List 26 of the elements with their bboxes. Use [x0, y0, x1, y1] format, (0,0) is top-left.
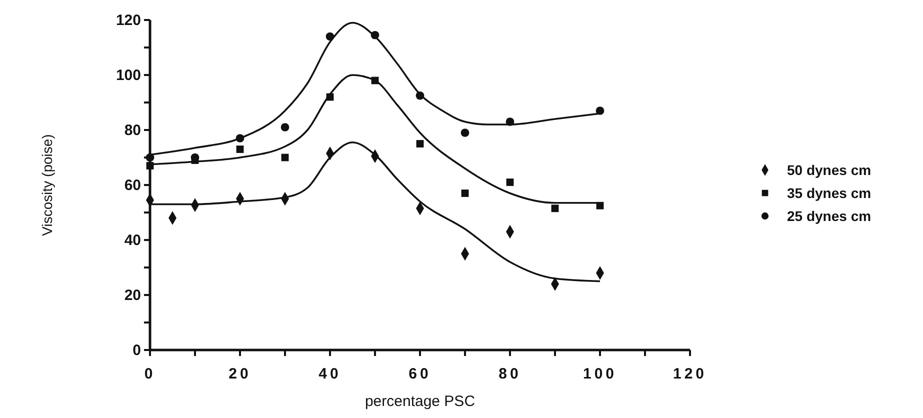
y-tick-label: 20 — [124, 286, 141, 304]
y-tick-label: 0 — [132, 342, 141, 359]
y-tick-label: 120 — [116, 12, 141, 29]
y-tick-label: 80 — [124, 122, 141, 139]
legend-label: 25 dynes cm — [787, 208, 872, 224]
x-tick-label: 80 — [498, 366, 522, 382]
legend-label: 50 dynes cm — [787, 162, 872, 178]
x-tick-label: 100 — [582, 366, 618, 382]
point — [461, 190, 469, 197]
x-tick-label: 60 — [408, 366, 432, 382]
x-tick-label: 0 — [144, 366, 156, 382]
point — [506, 178, 514, 186]
point — [460, 128, 470, 137]
point — [416, 140, 424, 148]
x-tick-label: 20 — [228, 366, 252, 382]
point — [551, 204, 559, 212]
y-tick-label: 40 — [124, 232, 141, 249]
y-tick-label: 60 — [124, 176, 141, 194]
point — [280, 123, 290, 132]
y-tick-label: 100 — [116, 66, 141, 84]
x-tick-label: 40 — [318, 366, 342, 382]
y-axis-title: Viscosity (poise) — [39, 134, 55, 236]
point — [236, 146, 244, 153]
x-axis-title: percentage PSC — [364, 393, 476, 410]
x-tick-label: 120 — [672, 366, 708, 382]
legend-label: 35 dynes cm — [787, 185, 872, 201]
